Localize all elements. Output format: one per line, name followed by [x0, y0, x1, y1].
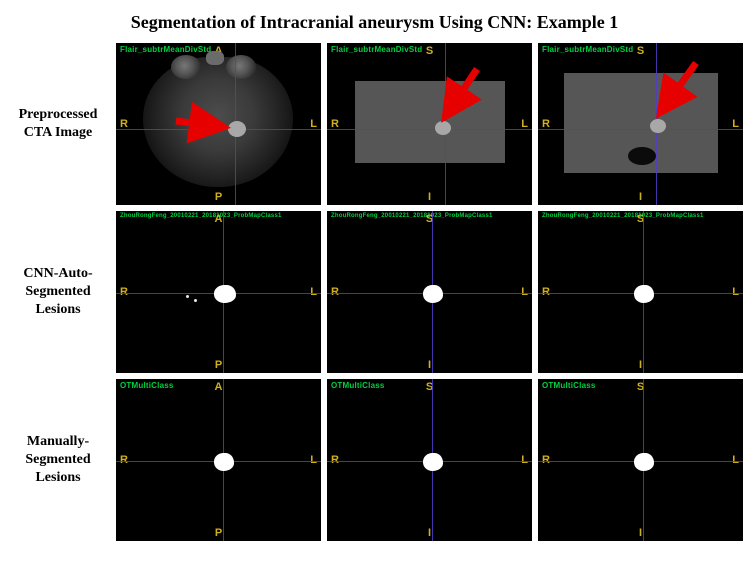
orient-right: L	[521, 286, 528, 298]
orient-left: R	[542, 286, 550, 298]
panel-cta-coronal: Flair_subtrMeanDivStd S I R L	[538, 43, 743, 205]
orient-right: L	[521, 454, 528, 466]
panel-caption: ZhouRongFeng_20010221_20181023_ProbMapCl…	[542, 213, 704, 219]
panel-cnn-axial: ZhouRongFeng_20010221_20181023_ProbMapCl…	[116, 211, 321, 373]
orient-bottom: P	[215, 359, 222, 371]
cnn-axial-speck	[194, 299, 197, 302]
orient-left: R	[120, 286, 128, 298]
manual-axial-lesion-blob	[214, 453, 234, 471]
panel-cnn-sagittal: ZhouRongFeng_20010221_20181023_ProbMapCl…	[327, 211, 532, 373]
manual-sagittal-lesion-blob	[423, 453, 443, 471]
panel-caption: ZhouRongFeng_20010221_20181023_ProbMapCl…	[331, 213, 493, 219]
orient-left: R	[331, 454, 339, 466]
row-label-cnn: CNN-Auto-Segmented Lesions	[6, 211, 110, 373]
orient-left: R	[331, 286, 339, 298]
panel-cta-axial: Flair_subtrMeanDivStd A P R L	[116, 43, 321, 205]
panel-grid: Preprocessed CTA Image Flair_subtrMeanDi…	[10, 43, 739, 541]
cnn-coronal-lesion-blob	[634, 285, 654, 303]
orient-right: L	[732, 286, 739, 298]
manual-coronal-lesion-blob	[634, 453, 654, 471]
panel-caption: OTMultiClass	[331, 381, 385, 390]
orient-bottom: I	[428, 359, 431, 371]
cnn-sagittal-lesion-blob	[423, 285, 443, 303]
row-label-manual: Manually-Segmented Lesions	[6, 379, 110, 541]
orient-bottom: I	[639, 527, 642, 539]
orient-bottom: I	[428, 527, 431, 539]
row-label-cta: Preprocessed CTA Image	[6, 43, 110, 205]
cnn-axial-speck	[186, 295, 189, 298]
orient-top: A	[215, 213, 223, 225]
panel-caption: OTMultiClass	[542, 381, 596, 390]
orient-right: L	[310, 454, 317, 466]
panel-cta-sagittal: Flair_subtrMeanDivStd S I R L	[327, 43, 532, 205]
orient-bottom: I	[639, 359, 642, 371]
panel-manual-axial: OTMultiClass A P R L	[116, 379, 321, 541]
panel-manual-sagittal: OTMultiClass S I R L	[327, 379, 532, 541]
orient-left: R	[542, 454, 550, 466]
panel-caption: ZhouRongFeng_20010221_20181023_ProbMapCl…	[120, 213, 282, 219]
cnn-axial-lesion-blob	[214, 285, 236, 303]
orient-bottom: P	[215, 527, 222, 539]
figure-page: Segmentation of Intracranial aneurysm Us…	[0, 0, 749, 562]
arrow-icon	[116, 43, 321, 205]
orient-top: A	[215, 381, 223, 393]
arrow-icon	[538, 43, 743, 205]
figure-title: Segmentation of Intracranial aneurysm Us…	[10, 12, 739, 33]
panel-manual-coronal: OTMultiClass S I R L	[538, 379, 743, 541]
panel-cnn-coronal: ZhouRongFeng_20010221_20181023_ProbMapCl…	[538, 211, 743, 373]
orient-right: L	[732, 454, 739, 466]
panel-caption: OTMultiClass	[120, 381, 174, 390]
orient-right: L	[310, 286, 317, 298]
arrow-icon	[327, 43, 532, 205]
orient-left: R	[120, 454, 128, 466]
